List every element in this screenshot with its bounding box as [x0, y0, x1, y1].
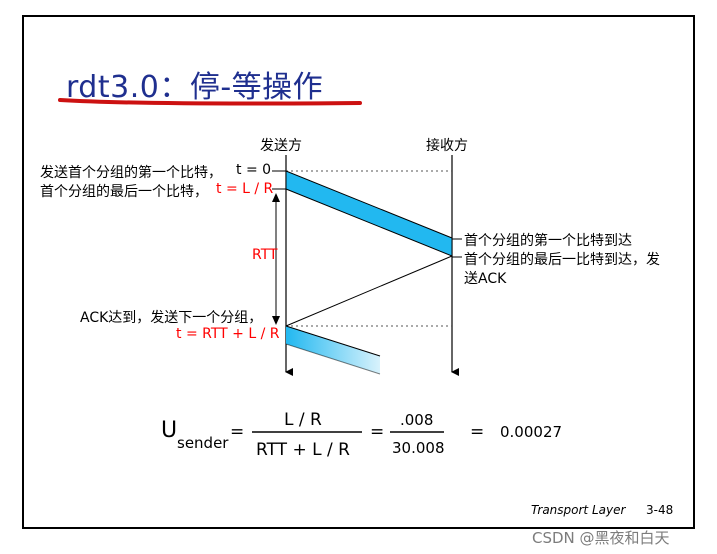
formula-result: 0.00027	[500, 423, 563, 441]
page-title: rdt3.0：停-等操作	[66, 70, 324, 105]
second-packet-edge-bottom	[285, 343, 381, 375]
last-arrive-label-line2: 送ACK	[464, 271, 507, 287]
formula-u: U	[161, 418, 178, 443]
first-packet-band	[285, 170, 453, 257]
title-underline	[58, 98, 362, 106]
second-packet-band	[286, 326, 380, 374]
formula-eq1: =	[230, 422, 245, 442]
first-bit-label: 发送首个分组的第一个比特，	[40, 165, 222, 181]
rtt-arrow-head-top	[272, 193, 280, 202]
formula-num2: .008	[400, 411, 434, 429]
receiver-label: 接收方	[426, 138, 468, 154]
rtt-label: RTT	[252, 247, 278, 263]
t0-label: t = 0	[236, 162, 272, 178]
second-packet-edge-top	[285, 325, 381, 357]
formula-subscript: sender	[177, 434, 229, 452]
formula-eq3: =	[470, 422, 485, 442]
sender-label: 发送方	[260, 138, 302, 154]
rtt-arrow-head-bottom	[272, 316, 280, 325]
footer-course: Transport Layer	[531, 503, 626, 517]
formula-den1: RTT + L / R	[256, 440, 350, 460]
first-arrive-label: 首个分组的第一个比特到达	[464, 233, 632, 249]
last-bit-label: 首个分组的最后一个比特，	[40, 184, 208, 200]
t-rtt-label: t = RTT + L / R	[176, 326, 280, 342]
footer-page: 3-48	[646, 503, 674, 517]
formula-num1: L / R	[284, 410, 322, 430]
ack-arrive-label: ACK达到，发送下一个分组，	[80, 310, 263, 326]
watermark: CSDN @黑夜和白天	[532, 529, 670, 547]
last-arrive-label-line1: 首个分组的最后一比特到达，发	[464, 252, 660, 268]
formula-eq2: =	[370, 422, 385, 442]
ack-line	[285, 255, 453, 327]
t-lr-label: t = L / R	[216, 181, 274, 197]
formula-den2: 30.008	[392, 439, 445, 457]
